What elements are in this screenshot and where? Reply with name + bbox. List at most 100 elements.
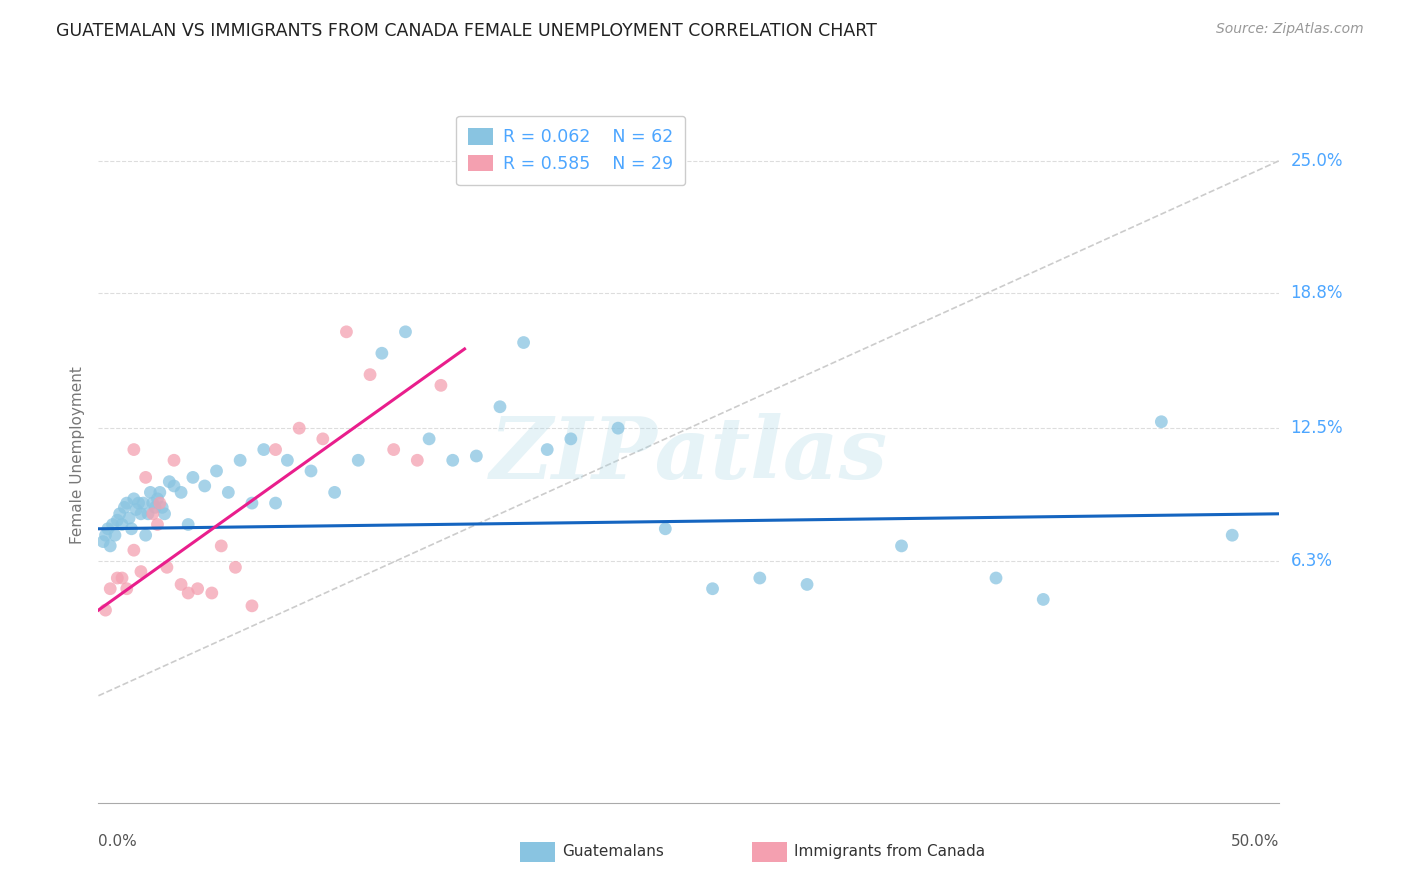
- Point: [156, 560, 179, 574]
- Point: [177, 586, 200, 600]
- Point: [288, 421, 311, 435]
- Point: [143, 500, 166, 515]
- Point: [136, 507, 159, 521]
- Point: [382, 442, 405, 457]
- Point: [181, 470, 204, 484]
- Point: [240, 496, 263, 510]
- Point: [129, 565, 152, 579]
- Point: [512, 335, 534, 350]
- Point: [150, 500, 173, 515]
- Legend: R = 0.062    N = 62, R = 0.585    N = 29: R = 0.062 N = 62, R = 0.585 N = 29: [456, 116, 686, 186]
- Text: 12.5%: 12.5%: [1291, 419, 1343, 437]
- Point: [323, 485, 346, 500]
- Point: [98, 539, 121, 553]
- Point: [104, 528, 127, 542]
- Point: [94, 603, 117, 617]
- Point: [146, 491, 169, 506]
- Point: [111, 517, 134, 532]
- Point: [702, 582, 724, 596]
- Point: [111, 571, 134, 585]
- Point: [142, 507, 165, 521]
- Text: 6.3%: 6.3%: [1291, 552, 1333, 570]
- Point: [122, 491, 145, 506]
- Point: [1032, 592, 1054, 607]
- Point: [118, 511, 141, 525]
- Point: [177, 517, 200, 532]
- Point: [139, 485, 162, 500]
- Text: 18.8%: 18.8%: [1291, 285, 1343, 302]
- Text: Guatemalans: Guatemalans: [562, 845, 664, 859]
- Text: ZIPatlas: ZIPatlas: [489, 413, 889, 497]
- Point: [163, 453, 186, 467]
- Point: [890, 539, 912, 553]
- Point: [194, 479, 217, 493]
- Point: [748, 571, 770, 585]
- Point: [170, 485, 193, 500]
- Point: [371, 346, 394, 360]
- Point: [1150, 415, 1173, 429]
- Point: [654, 522, 676, 536]
- Point: [394, 325, 416, 339]
- Point: [536, 442, 558, 457]
- Point: [149, 485, 172, 500]
- Point: [121, 522, 143, 536]
- Point: [108, 507, 131, 521]
- Point: [129, 507, 152, 521]
- Text: 25.0%: 25.0%: [1291, 152, 1343, 169]
- Point: [209, 539, 232, 553]
- Point: [170, 577, 193, 591]
- Point: [128, 496, 150, 510]
- Point: [489, 400, 512, 414]
- Point: [607, 421, 630, 435]
- Point: [115, 582, 138, 596]
- Point: [406, 453, 429, 467]
- Point: [94, 528, 117, 542]
- Point: [101, 517, 124, 532]
- Point: [163, 479, 186, 493]
- Point: [418, 432, 440, 446]
- Point: [335, 325, 357, 339]
- Point: [105, 513, 128, 527]
- Point: [796, 577, 818, 591]
- Point: [276, 453, 298, 467]
- Point: [430, 378, 453, 392]
- Point: [153, 507, 176, 521]
- Point: [560, 432, 582, 446]
- Point: [122, 543, 145, 558]
- Text: 50.0%: 50.0%: [1232, 834, 1279, 849]
- Point: [224, 560, 246, 574]
- Point: [984, 571, 1007, 585]
- Point: [312, 432, 335, 446]
- Point: [253, 442, 276, 457]
- Point: [201, 586, 224, 600]
- Point: [142, 496, 165, 510]
- Point: [465, 449, 488, 463]
- Point: [1220, 528, 1243, 542]
- Text: Source: ZipAtlas.com: Source: ZipAtlas.com: [1216, 22, 1364, 37]
- Point: [98, 582, 121, 596]
- Point: [149, 496, 172, 510]
- Point: [132, 496, 155, 510]
- Point: [240, 599, 263, 613]
- Point: [115, 496, 138, 510]
- Y-axis label: Female Unemployment: Female Unemployment: [70, 366, 86, 544]
- Point: [135, 528, 157, 542]
- Point: [264, 496, 287, 510]
- Point: [146, 517, 169, 532]
- Point: [205, 464, 228, 478]
- Point: [229, 453, 252, 467]
- Point: [187, 582, 209, 596]
- Point: [105, 571, 128, 585]
- Point: [264, 442, 287, 457]
- Text: Immigrants from Canada: Immigrants from Canada: [794, 845, 986, 859]
- Point: [157, 475, 180, 489]
- Point: [112, 500, 135, 515]
- Point: [125, 502, 148, 516]
- Point: [359, 368, 381, 382]
- Point: [135, 470, 157, 484]
- Point: [347, 453, 370, 467]
- Point: [97, 522, 120, 536]
- Text: 0.0%: 0.0%: [98, 834, 138, 849]
- Point: [441, 453, 464, 467]
- Point: [91, 534, 114, 549]
